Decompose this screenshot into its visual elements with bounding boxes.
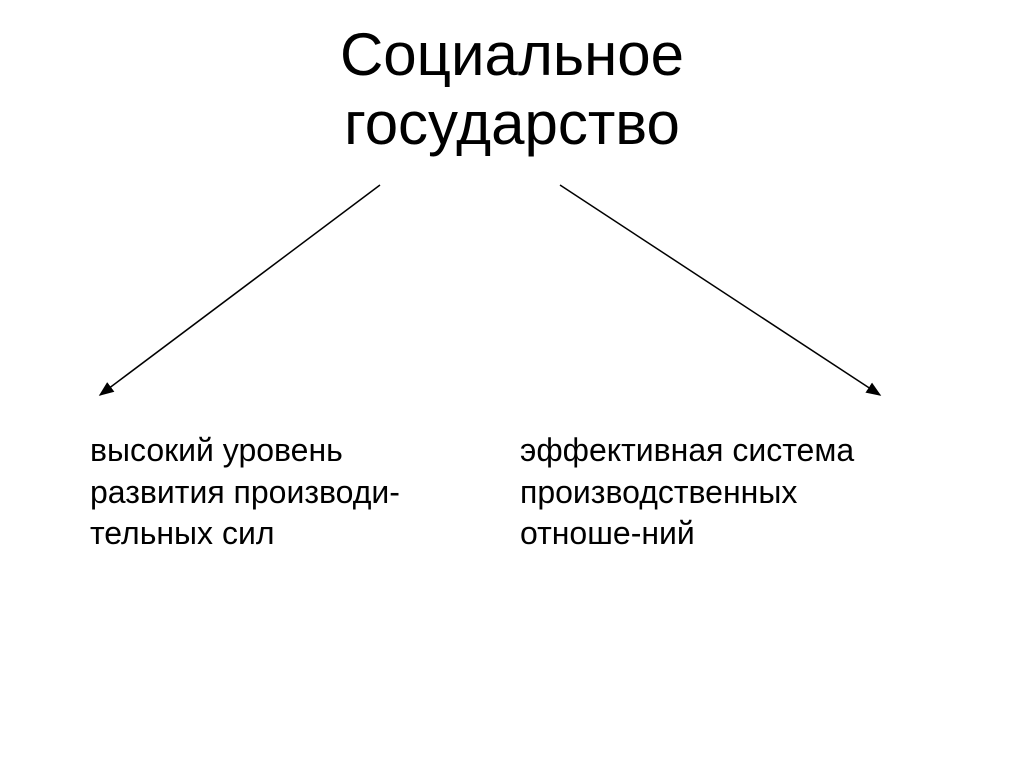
edge-left	[100, 185, 380, 395]
diagram-title: Социальное государство	[256, 20, 768, 158]
branch-node-left: высокий уровень развития производи-тельн…	[90, 430, 420, 555]
branch-node-right: эффективная система производственных отн…	[520, 430, 900, 555]
edge-right	[560, 185, 880, 395]
